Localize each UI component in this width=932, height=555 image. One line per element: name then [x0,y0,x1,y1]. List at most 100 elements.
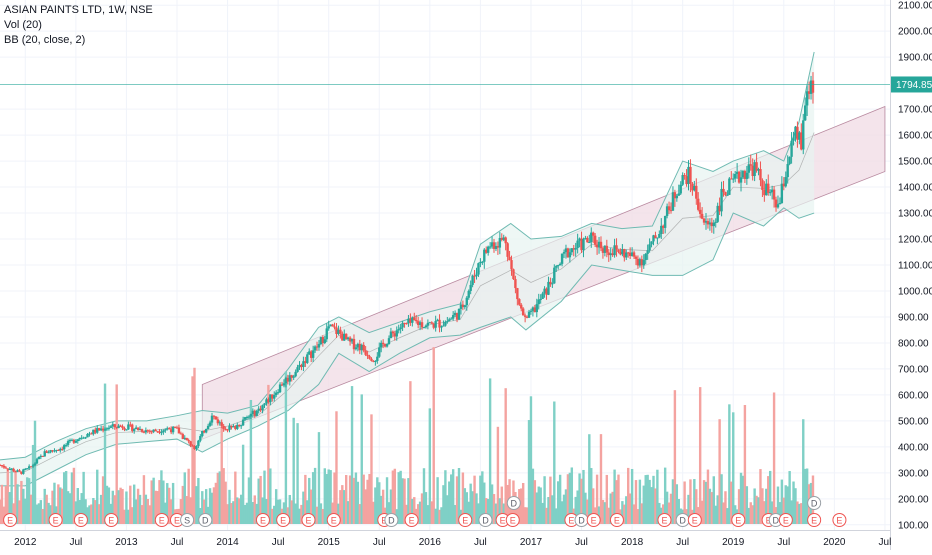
candle-body [296,367,298,372]
candle-body [423,327,425,328]
candle-body [786,164,788,177]
candle-body [368,356,370,359]
candle-body [47,452,49,453]
price-tick-label: 100.00 [898,520,929,531]
time-tick-label: 2014 [216,537,239,548]
candle-body [444,322,446,326]
event-marker-label: E [510,516,516,526]
candle-body [683,175,685,176]
candle-body [678,193,680,195]
candle-body [506,243,508,257]
candle-body [569,252,571,257]
candle-body [160,432,162,433]
candle-body [504,237,506,243]
candle-body [538,300,540,305]
candle-body [489,246,491,247]
candle-body [600,242,602,248]
candle-body [382,343,384,344]
symbol-title[interactable]: ASIAN PAINTS LTD, 1W, NSE [4,3,153,18]
candle-body [378,347,380,356]
last-price-label: 1794.85 [896,80,932,91]
candle-body [376,357,378,361]
candle-body [551,283,553,284]
candle-body [398,329,400,330]
candle-body [469,285,471,291]
price-tick-label: 200.00 [898,494,929,505]
candle-body [326,328,328,339]
candle-body [277,392,279,393]
candle-body [802,120,804,149]
time-tick-label: 2019 [722,537,745,548]
candle-body [788,157,790,164]
candle-body [425,326,427,328]
candle-body [713,223,715,226]
candle-body [728,179,730,195]
candle-body [26,468,28,469]
candle-body [366,355,368,356]
candle-body [701,214,703,219]
price-tick-label: 1600.00 [898,131,932,142]
price-tick-label: 2000.00 [898,27,932,38]
time-tick-label: 2020 [823,537,846,548]
candle-body [468,291,470,298]
time-tick-label: Jul [575,537,588,548]
price-tick-label: 1300.00 [898,209,932,220]
candle-body [516,288,518,299]
candle-body [466,298,468,306]
candle-body [804,105,806,120]
price-tick-label: 600.00 [898,390,929,401]
candle-body [761,180,763,190]
candle-body [557,265,559,266]
time-tick-label: 2013 [115,537,138,548]
event-marker-label: D [388,516,395,526]
time-tick-label: 2016 [419,537,442,548]
event-marker: E [256,514,269,527]
event-marker-label: E [53,516,59,526]
event-marker: D [479,514,492,527]
candle-body [211,416,213,423]
price-tick-label: 900.00 [898,312,929,323]
candle-body [646,250,648,254]
candle-body [617,249,619,251]
event-marker-label: E [692,516,698,526]
candle-body [324,339,326,343]
candle-body [541,293,543,298]
event-marker-label: E [409,516,415,526]
candle-body [697,199,699,210]
event-marker-label: E [661,516,667,526]
candle-body [77,439,79,441]
time-tick-label: Jul [171,537,184,548]
event-marker: E [808,514,821,527]
candle-body [555,266,557,268]
event-marker-label: E [462,516,468,526]
candle-body [133,429,135,431]
event-marker: E [49,514,62,527]
candle-body [168,428,170,429]
candle-body [734,174,736,179]
candle-body [588,242,590,243]
candle-body [668,206,670,210]
candle-body [434,321,436,328]
bollinger-study-label[interactable]: BB (20, close, 2) [4,33,153,48]
price-tick-label: 1700.00 [898,105,932,116]
candle-body [75,441,77,443]
event-marker: E [105,514,118,527]
price-tick-label: 2100.00 [898,1,932,12]
event-marker-label: D [811,499,818,509]
price-tick-label: 1000.00 [898,286,932,297]
candle-body [664,216,666,228]
candle-body [471,276,473,285]
candle-body [658,234,660,238]
price-tick-label: 300.00 [898,468,929,479]
candle-body [592,233,594,236]
candle-body [110,426,112,428]
volume-study-label[interactable]: Vol (20) [4,18,153,33]
candle-body [292,376,294,377]
candle-body [386,344,388,347]
candle-body [446,321,448,322]
candle-body [327,326,329,328]
candle-body [438,320,440,328]
candle-body [240,425,242,426]
